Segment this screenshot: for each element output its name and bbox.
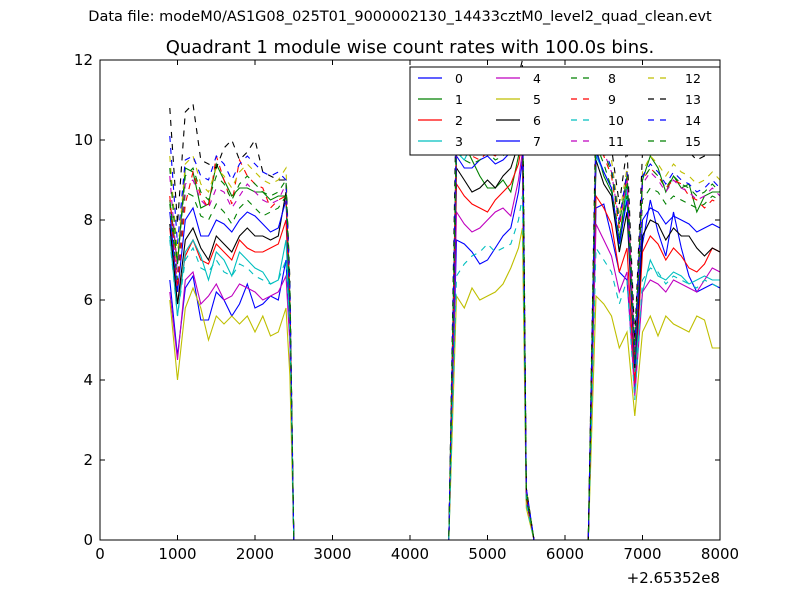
x-tick-label: 4000 [391,545,429,563]
legend-box [409,66,721,156]
series-line-10 [169,195,720,540]
y-tick-label: 4 [83,371,93,389]
x-tick-label: 1000 [158,545,196,563]
series-line-6 [169,123,720,540]
y-tick-label: 2 [83,451,93,469]
x-tick-label: 7000 [623,545,661,563]
series-line-9 [169,99,720,540]
legend-label-13: 13 [685,92,701,107]
series-line-11 [169,95,720,540]
x-tick-label: 0 [95,545,105,563]
series-line-12 [169,83,720,540]
legend-label-10: 10 [608,113,624,128]
series-line-13 [169,60,720,540]
y-tick-label: 12 [74,51,93,69]
y-tick-label: 10 [74,131,93,149]
legend-label-15: 15 [685,134,701,149]
series-lines [169,60,720,540]
y-tick-label: 8 [83,211,93,229]
legend-label-7: 7 [533,134,541,149]
legend-label-11: 11 [608,134,624,149]
figure-suptitle: Data file: modeM0/AS1G08_025T01_90000021… [88,9,712,25]
series-line-2 [169,139,720,540]
legend-label-4: 4 [533,71,541,86]
y-tick-label: 0 [83,531,93,549]
legend-label-2: 2 [455,113,463,128]
series-line-0 [169,159,720,540]
series-line-14 [169,87,720,540]
legend-label-9: 9 [608,92,616,107]
legend-label-6: 6 [533,113,541,128]
legend-label-12: 12 [685,71,701,86]
series-line-15 [169,91,720,540]
series-line-3 [169,107,720,540]
x-tick-label: 2000 [236,545,274,563]
x-offset-label: +2.65352e8 [627,569,720,587]
series-line-5 [169,227,720,540]
series-line-4 [169,151,720,540]
legend-label-1: 1 [455,92,463,107]
chart-title: Quadrant 1 module wise count rates with … [165,37,655,58]
series-line-1 [169,130,720,540]
legend-label-3: 3 [455,134,463,149]
legend-label-8: 8 [608,71,616,86]
x-tick-label: 3000 [313,545,351,563]
x-tick-label: 8000 [701,545,739,563]
series-line-7 [169,107,720,540]
legend-label-14: 14 [685,113,701,128]
x-tick-label: 5000 [468,545,506,563]
y-tick-label: 6 [83,291,93,309]
axes: 0 1000 2000 3000 4000 5000 6000 7000 8000+2.6535… [74,51,739,587]
x-tick-label: 6000 [546,545,584,563]
legend-label-0: 0 [455,71,463,86]
legend-label-5: 5 [533,92,541,107]
